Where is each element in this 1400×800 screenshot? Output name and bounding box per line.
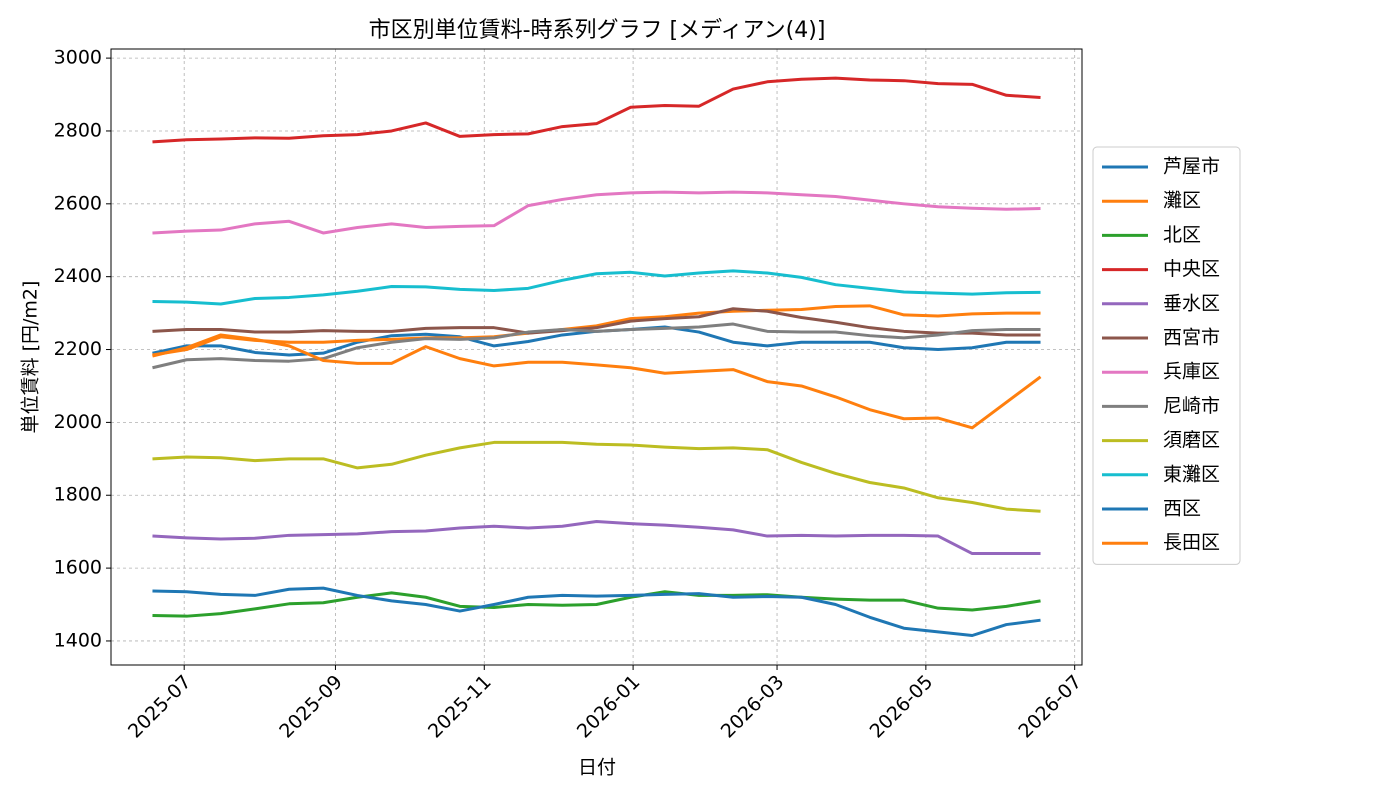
legend-label: 兵庫区 bbox=[1163, 361, 1220, 383]
x-tick-label: 2026-05 bbox=[866, 671, 938, 743]
legend-label: 西区 bbox=[1163, 498, 1201, 520]
series-line bbox=[152, 519, 1041, 556]
series-line bbox=[152, 333, 1042, 430]
y-axis-label: 単位賃料 [円/m2] bbox=[20, 281, 42, 434]
x-tick-label: 2025-09 bbox=[275, 671, 347, 743]
x-axis-label: 日付 bbox=[578, 757, 616, 779]
y-tick-label: 2800 bbox=[54, 119, 102, 141]
series-line bbox=[152, 269, 1041, 306]
legend-label: 東灘区 bbox=[1163, 463, 1220, 485]
y-tick-label: 1600 bbox=[54, 557, 102, 579]
y-tick-label: 1800 bbox=[54, 484, 102, 506]
y-tick-label: 2600 bbox=[54, 192, 102, 214]
legend-label: 尼崎市 bbox=[1163, 395, 1220, 417]
y-tick-label: 1400 bbox=[54, 629, 102, 651]
y-tick-label: 2000 bbox=[54, 411, 102, 433]
legend-label: 垂水区 bbox=[1163, 292, 1220, 314]
series-line bbox=[152, 76, 1041, 144]
legend-label: 芦屋市 bbox=[1163, 156, 1220, 178]
series-line bbox=[152, 590, 1041, 618]
legend-box bbox=[1092, 146, 1241, 565]
legend-label: 中央区 bbox=[1163, 258, 1220, 280]
y-tick-label: 2200 bbox=[54, 338, 102, 360]
series-line bbox=[152, 304, 1041, 357]
chart-title: 市区別単位賃料-時系列グラフ [メディアン(4)] bbox=[369, 18, 826, 43]
y-tick-label: 2400 bbox=[54, 265, 102, 287]
legend-label: 西宮市 bbox=[1163, 327, 1220, 349]
series-line bbox=[152, 307, 1041, 337]
x-tick-label: 2026-01 bbox=[573, 671, 645, 743]
x-tick-label: 2025-11 bbox=[424, 671, 496, 743]
series-line bbox=[152, 190, 1041, 235]
legend-label: 長田区 bbox=[1163, 532, 1220, 554]
series-line bbox=[152, 322, 1041, 370]
x-tick-label: 2026-07 bbox=[1014, 671, 1086, 743]
x-tick-label: 2025-07 bbox=[124, 671, 196, 743]
series-line bbox=[152, 586, 1041, 637]
legend-label: 須磨区 bbox=[1163, 429, 1220, 451]
legend-label: 灘区 bbox=[1163, 190, 1201, 212]
y-tick-label: 3000 bbox=[54, 47, 102, 69]
plot-frame bbox=[110, 48, 1083, 666]
legend-label: 北区 bbox=[1163, 224, 1201, 246]
series-line bbox=[152, 440, 1041, 513]
x-tick-label: 2026-03 bbox=[717, 671, 789, 743]
